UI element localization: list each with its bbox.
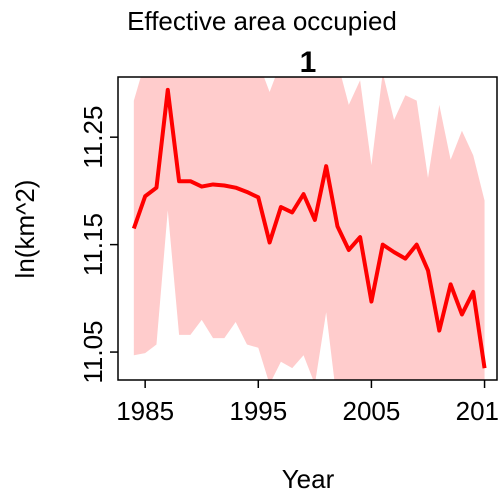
x-tick-label: 1995	[229, 396, 287, 426]
confidence-band	[133, 77, 485, 380]
x-tick-label: 2005	[342, 396, 400, 426]
y-tick-label: 11.15	[78, 213, 108, 276]
plot-area	[131, 77, 487, 380]
y-tick-label: 11.25	[78, 106, 108, 169]
series-line	[131, 87, 487, 369]
x-tick-label: 1985	[116, 396, 174, 426]
plot-frame	[117, 76, 498, 381]
chart-subtitle: 1	[300, 46, 317, 79]
chart-title: Effective area occupied	[127, 6, 397, 36]
x-axis-label: Year	[282, 464, 335, 494]
y-axis-label: ln(km^2)	[10, 180, 40, 279]
y-tick-label: 11.05	[78, 320, 108, 383]
x-tick-label: 2015	[456, 396, 500, 426]
